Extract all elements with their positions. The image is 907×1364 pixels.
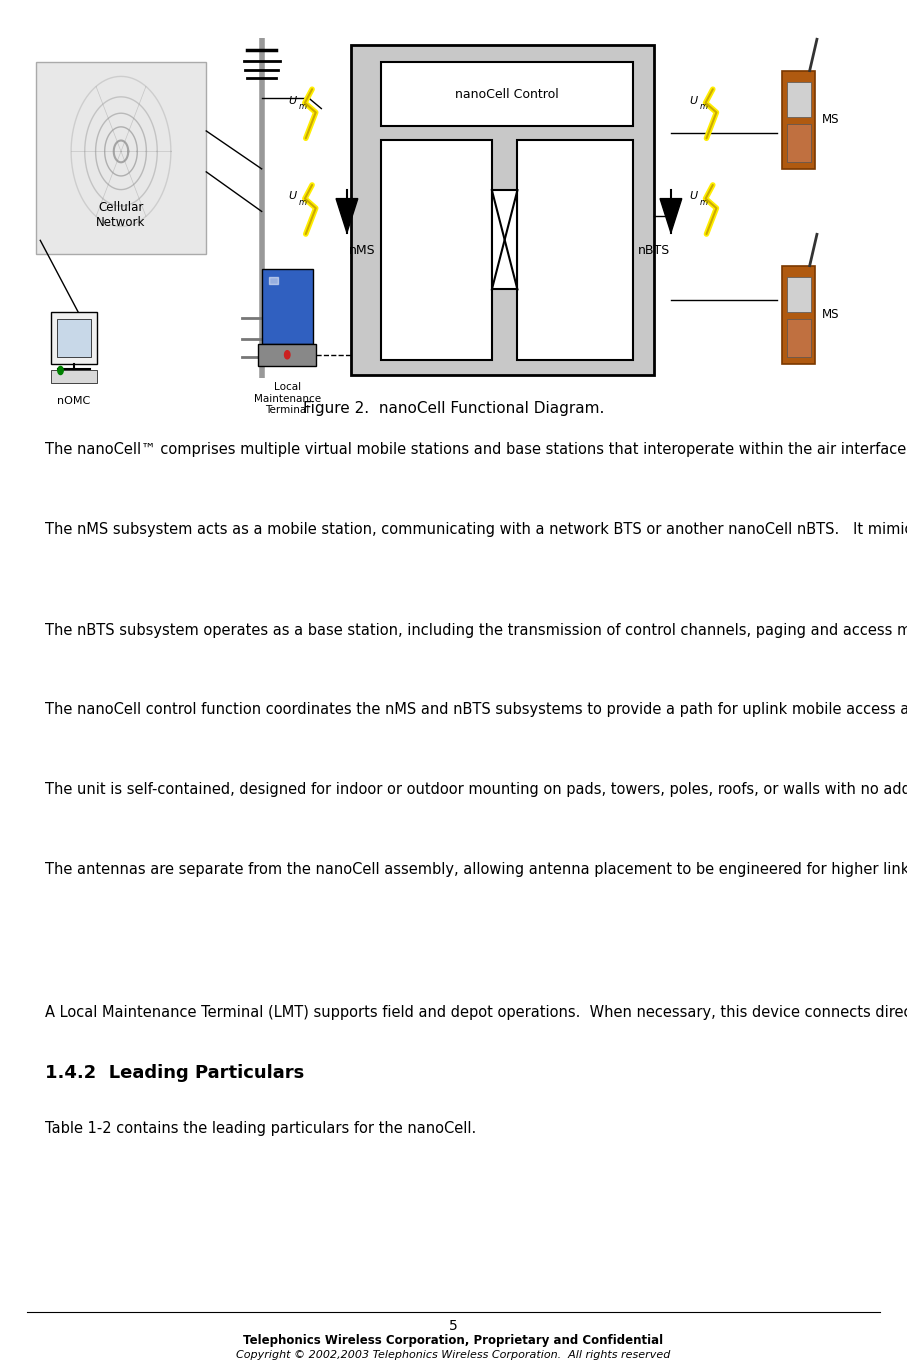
Circle shape [58, 367, 63, 375]
Text: 1.4.2  Leading Particulars: 1.4.2 Leading Particulars [45, 1064, 305, 1082]
Text: U: U [689, 191, 697, 202]
Text: nanoCell Control: nanoCell Control [455, 87, 559, 101]
Bar [381, 140, 492, 360]
Text: nMS: nMS [349, 244, 375, 256]
Circle shape [285, 351, 290, 359]
Bar [517, 140, 632, 360]
Text: Figure 2.  nanoCell Functional Diagram.: Figure 2. nanoCell Functional Diagram. [303, 401, 604, 416]
Bar [52, 371, 97, 383]
Text: U: U [689, 95, 697, 105]
Text: The nBTS subsystem operates as a base station, including the transmission of con: The nBTS subsystem operates as a base st… [45, 622, 907, 637]
Text: m: m [298, 102, 307, 110]
Text: Local
Maintenance
Terminal: Local Maintenance Terminal [254, 382, 321, 415]
Bar [787, 82, 811, 117]
Bar [57, 319, 92, 357]
Bar [351, 45, 654, 375]
Bar [258, 344, 317, 366]
Text: The unit is self-contained, designed for indoor or outdoor mounting on pads, tow: The unit is self-contained, designed for… [45, 782, 907, 797]
Polygon shape [660, 199, 682, 233]
Text: m: m [699, 102, 707, 110]
Text: Table 1-2 contains the leading particulars for the nanoCell.: Table 1-2 contains the leading particula… [45, 1121, 476, 1136]
Bar [492, 190, 517, 289]
Bar [783, 266, 815, 364]
Text: The nMS subsystem acts as a mobile station, communicating with a network BTS or : The nMS subsystem acts as a mobile stati… [45, 521, 907, 536]
Text: The antennas are separate from the nanoCell assembly, allowing antenna placement: The antennas are separate from the nanoC… [45, 862, 907, 877]
Text: nOMC: nOMC [57, 397, 91, 406]
Text: U: U [288, 95, 297, 105]
Text: m: m [298, 198, 307, 207]
Polygon shape [336, 199, 357, 233]
Bar [787, 277, 811, 312]
Text: 5: 5 [449, 1319, 458, 1333]
Bar [262, 269, 313, 344]
Bar [787, 319, 811, 357]
Text: The nanoCell™ comprises multiple virtual mobile stations and base stations that : The nanoCell™ comprises multiple virtual… [45, 442, 907, 457]
Text: U: U [288, 191, 297, 202]
Text: A Local Maintenance Terminal (LMT) supports field and depot operations.  When ne: A Local Maintenance Terminal (LMT) suppo… [45, 1005, 907, 1020]
Text: Telephonics Wireless Corporation, Proprietary and Confidential: Telephonics Wireless Corporation, Propri… [243, 1334, 664, 1348]
Bar [787, 124, 811, 162]
Text: nBTS: nBTS [638, 244, 670, 256]
Text: MS: MS [822, 308, 839, 322]
Text: The nanoCell control function coordinates the nMS and nBTS subsystems to provide: The nanoCell control function coordinate… [45, 702, 907, 717]
Text: Cellular
Network: Cellular Network [96, 202, 146, 229]
Text: Copyright © 2002,2003 Telephonics Wireless Corporation.  All rights reserved: Copyright © 2002,2003 Telephonics Wirele… [237, 1350, 670, 1360]
Bar [381, 63, 632, 127]
Bar [35, 63, 206, 254]
Text: m: m [699, 198, 707, 207]
Bar [52, 312, 97, 364]
Bar [783, 71, 815, 169]
Text: MS: MS [822, 113, 839, 127]
